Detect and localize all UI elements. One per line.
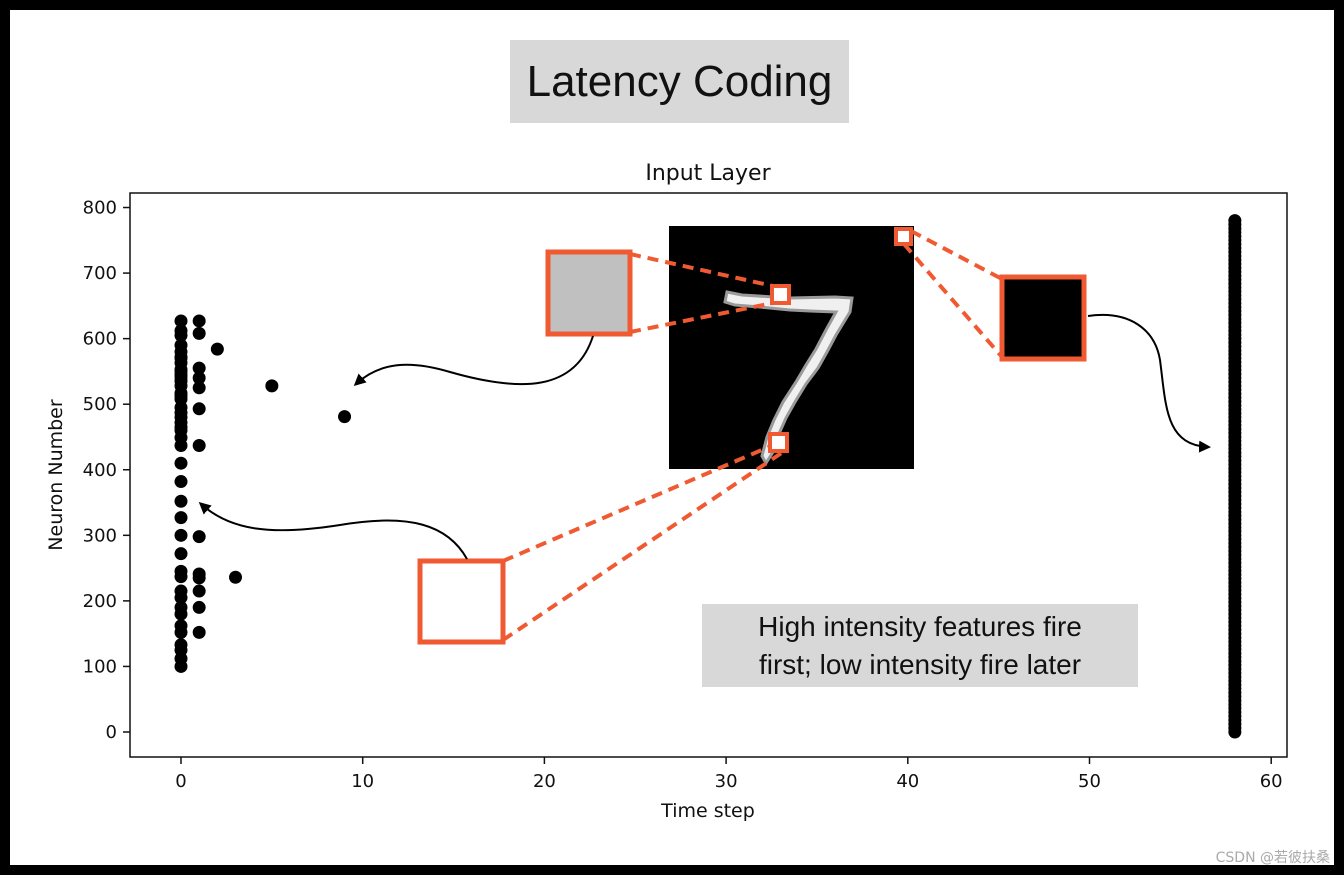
spike-point: [192, 371, 206, 385]
banner-title: Latency Coding: [510, 40, 849, 123]
x-axis-label: Time step: [660, 800, 755, 822]
spike-point: [192, 600, 206, 614]
spike-points: [174, 214, 1242, 739]
spike-point: [174, 350, 188, 364]
banner-title-text: Latency Coding: [526, 56, 833, 106]
spike-point: [174, 638, 188, 652]
annotation-line-2: first; low intensity fire later: [758, 648, 1082, 680]
x-axis: 0 10 20 30 40 50 60: [175, 757, 1283, 792]
spike-point: [174, 364, 188, 378]
spike-point: [192, 439, 206, 453]
annotation-box: High intensity features fire first; low …: [702, 604, 1138, 687]
spike-point: [192, 584, 206, 598]
spike-point: [265, 379, 279, 393]
y-tick-label: 500: [83, 394, 117, 415]
x-tick-label: 10: [351, 771, 374, 792]
x-tick-label: 30: [715, 771, 738, 792]
mnist-digit-image: [669, 226, 914, 469]
y-tick-label: 800: [83, 198, 117, 219]
arrow-white-to-early: [198, 501, 468, 560]
x-tick-label: 20: [533, 771, 556, 792]
spike-point: [338, 410, 352, 424]
spike-point: [192, 402, 206, 416]
spike-point: [174, 386, 188, 400]
spike-point: [174, 431, 188, 445]
spike-point: [174, 494, 188, 508]
spike-point: [174, 600, 188, 614]
arrow-dark-to-last: [1087, 313, 1211, 453]
y-tick-label: 0: [106, 722, 117, 743]
spike-point: [210, 342, 224, 356]
spike-point: [174, 338, 188, 352]
y-axis-label: Neuron Number: [45, 399, 67, 551]
x-tick-label: 40: [896, 771, 919, 792]
spike-point: [174, 564, 188, 578]
spike-point: [174, 410, 188, 424]
spike-point: [192, 326, 206, 340]
chart-title: Input Layer: [645, 161, 771, 186]
y-tick-label: 700: [83, 263, 117, 284]
spike-point: [192, 625, 206, 639]
arrow-gray-to-late: [353, 335, 594, 387]
x-tick-label: 0: [175, 771, 186, 792]
spike-point: [229, 570, 243, 584]
y-tick-label: 400: [83, 460, 117, 481]
spike-point: [174, 475, 188, 489]
spike-point: [174, 528, 188, 542]
spike-point: [174, 420, 188, 434]
spike-point: [174, 619, 188, 633]
spike-point: [192, 314, 206, 328]
spike-point: [192, 361, 206, 375]
plot-area: [129, 192, 1288, 758]
spike-point: [192, 381, 206, 395]
dark-patch-callout: [894, 227, 1087, 362]
x-tick-label: 50: [1078, 771, 1101, 792]
spike-point-late: [1228, 214, 1242, 228]
y-axis: 0 100 200 300 400 500 600 700 800: [83, 198, 130, 743]
spike-point: [174, 314, 188, 328]
spike-point: [174, 324, 188, 338]
y-tick-label: 300: [83, 525, 117, 546]
watermark: CSDN @若彼扶桑: [1215, 850, 1330, 866]
annotation-line-1: High intensity features fire: [758, 610, 1082, 642]
gray-patch-callout: [545, 249, 791, 337]
spike-point: [192, 530, 206, 544]
spike-point: [174, 511, 188, 525]
y-tick-label: 100: [83, 656, 117, 677]
white-patch-callout: [417, 432, 789, 645]
y-tick-label: 200: [83, 591, 117, 612]
spike-point: [174, 547, 188, 561]
y-tick-label: 600: [83, 329, 117, 350]
spike-point: [174, 456, 188, 470]
x-tick-label: 60: [1260, 771, 1283, 792]
spike-point: [174, 584, 188, 598]
spike-point: [192, 567, 206, 581]
